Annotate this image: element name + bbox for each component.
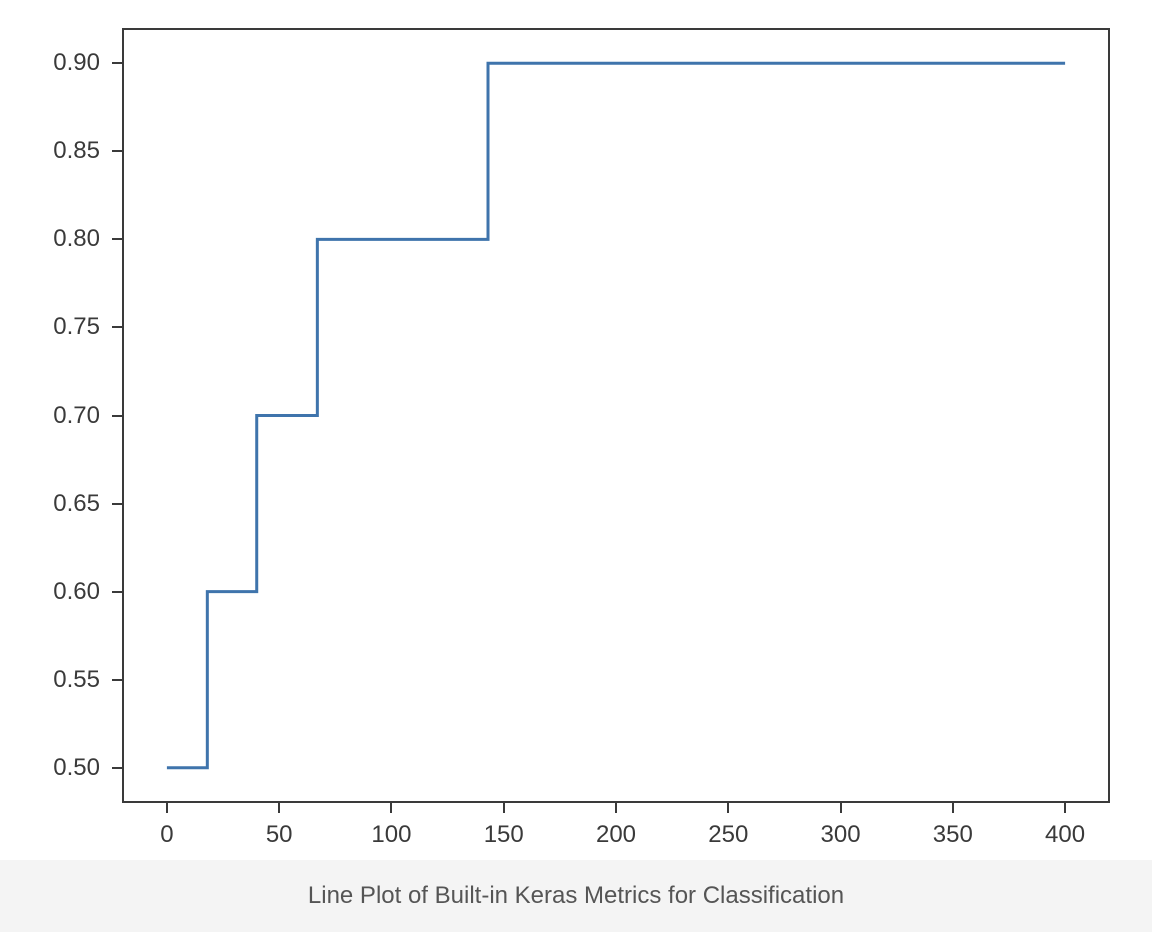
- x-tick-label: 250: [708, 821, 748, 849]
- x-tick-label: 100: [371, 821, 411, 849]
- y-tick-mark: [112, 150, 122, 152]
- x-tick-mark: [166, 803, 168, 813]
- x-tick-mark: [278, 803, 280, 813]
- caption-text: Line Plot of Built-in Keras Metrics for …: [308, 882, 844, 910]
- x-tick-mark: [840, 803, 842, 813]
- x-tick-label: 150: [484, 821, 524, 849]
- y-tick-mark: [112, 415, 122, 417]
- y-tick-mark: [112, 326, 122, 328]
- x-tick-label: 400: [1045, 821, 1085, 849]
- y-tick-label: 0.70: [53, 402, 100, 430]
- y-tick-label: 0.60: [53, 578, 100, 606]
- y-tick-label: 0.50: [53, 754, 100, 782]
- x-tick-label: 50: [266, 821, 293, 849]
- x-tick-mark: [390, 803, 392, 813]
- x-tick-label: 200: [596, 821, 636, 849]
- x-tick-mark: [503, 803, 505, 813]
- y-tick-mark: [112, 503, 122, 505]
- x-tick-mark: [615, 803, 617, 813]
- x-tick-label: 350: [933, 821, 973, 849]
- y-tick-mark: [112, 238, 122, 240]
- y-tick-label: 0.90: [53, 49, 100, 77]
- y-tick-mark: [112, 767, 122, 769]
- x-tick-mark: [1064, 803, 1066, 813]
- y-tick-label: 0.65: [53, 490, 100, 518]
- y-tick-mark: [112, 591, 122, 593]
- x-tick-mark: [727, 803, 729, 813]
- plot-area: [122, 28, 1110, 803]
- y-tick-label: 0.85: [53, 137, 100, 165]
- x-tick-label: 0: [160, 821, 173, 849]
- x-tick-label: 300: [821, 821, 861, 849]
- x-tick-mark: [952, 803, 954, 813]
- caption-bar: Line Plot of Built-in Keras Metrics for …: [0, 860, 1152, 932]
- y-tick-mark: [112, 679, 122, 681]
- chart-container: 0.50 0.55 0.60 0.65 0.70 0.75 0.80 0.85 0.90 0 50 1…: [0, 0, 1152, 860]
- y-tick-label: 0.55: [53, 666, 100, 694]
- y-tick-label: 0.80: [53, 225, 100, 253]
- y-tick-label: 0.75: [53, 313, 100, 341]
- y-tick-mark: [112, 62, 122, 64]
